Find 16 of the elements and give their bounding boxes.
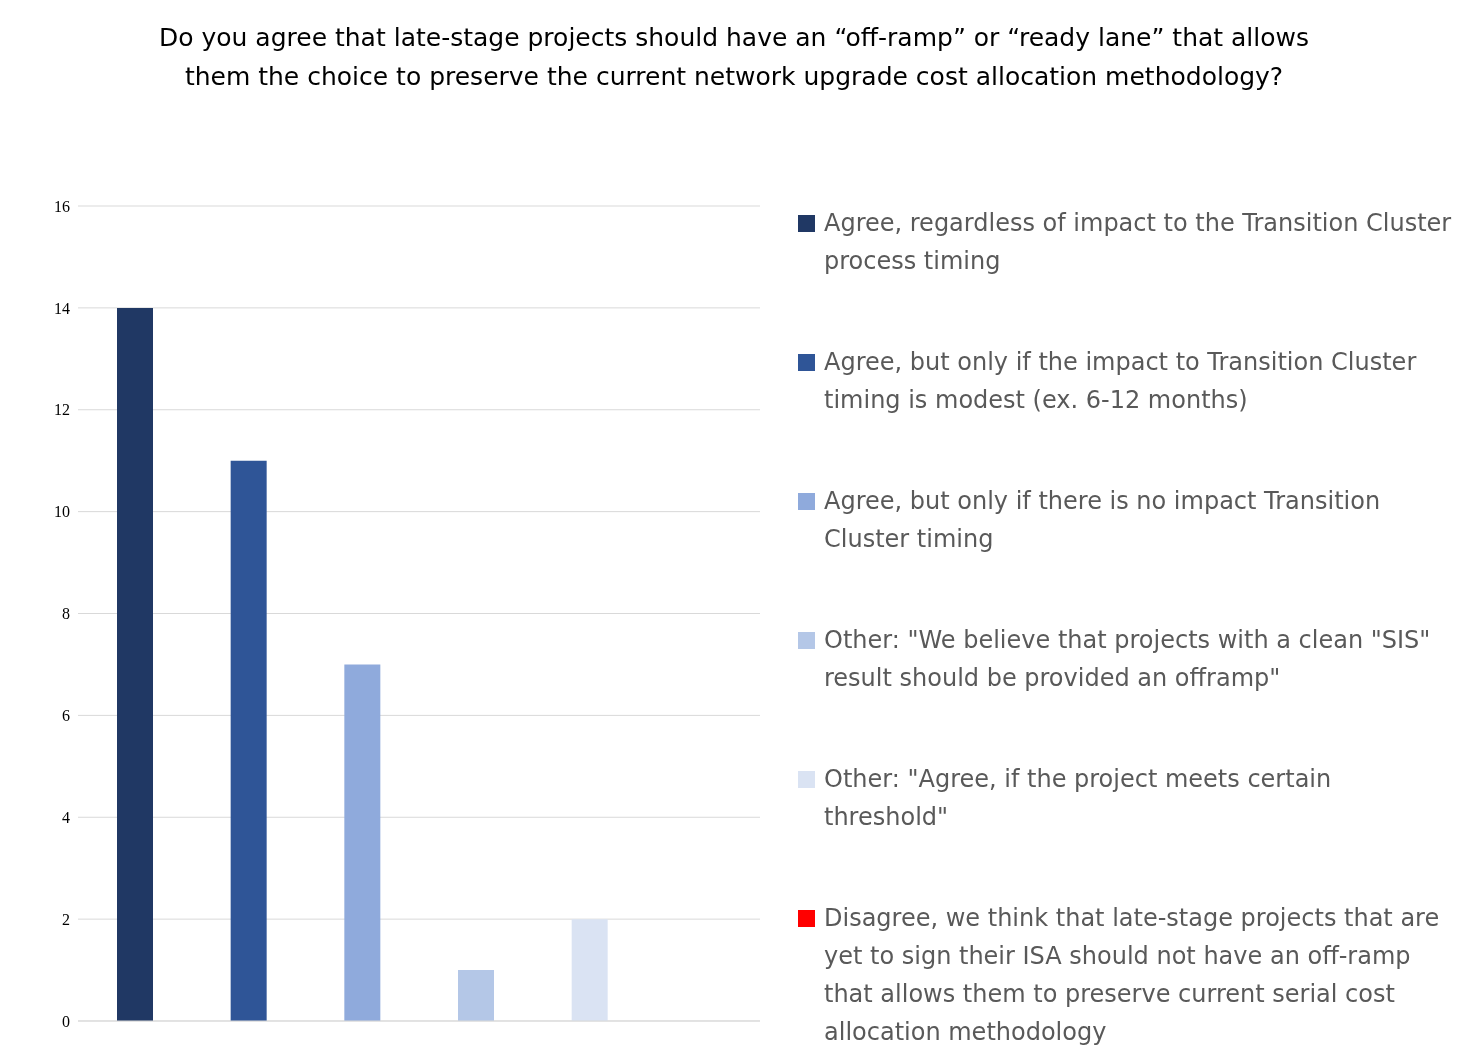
y-tick-label: 6 <box>62 707 70 725</box>
y-tick-label: 10 <box>54 503 70 521</box>
y-tick-label: 0 <box>62 1012 70 1030</box>
y-tick-label: 14 <box>54 299 70 317</box>
legend-label: Disagree, we think that late-stage projects that are yet to sign their ISA should not have an off-ramp that allows them to preserve current serial cost allocation methodology <box>824 903 1441 1048</box>
y-tick-label: 8 <box>62 605 70 623</box>
y-tick-label: 12 <box>54 401 70 419</box>
legend-label: Agree, but only if there is no impact Transition Cluster timing <box>824 486 1382 555</box>
legend-label: Other: "We believe that projects with a clean "SIS" result should be provided an offramp" <box>824 625 1432 694</box>
legend-label: Agree, but only if the impact to Transition Cluster timing is modest (ex. 6-12 months) <box>824 347 1418 416</box>
y-tick-label: 4 <box>62 808 70 826</box>
chart-title: Do you agree that late-stage projects should have an “off-ramp” or “ready lane” that allows them the choice to preserve the current network upgrade cost allocation methodology? <box>157 22 1311 93</box>
legend-label: Other: "Agree, if the project meets certain threshold" <box>824 764 1333 833</box>
legend-label: Agree, regardless of impact to the Transition Cluster process timing <box>824 208 1453 277</box>
y-tick-label: 2 <box>62 910 70 928</box>
y-tick-label: 16 <box>54 197 70 215</box>
